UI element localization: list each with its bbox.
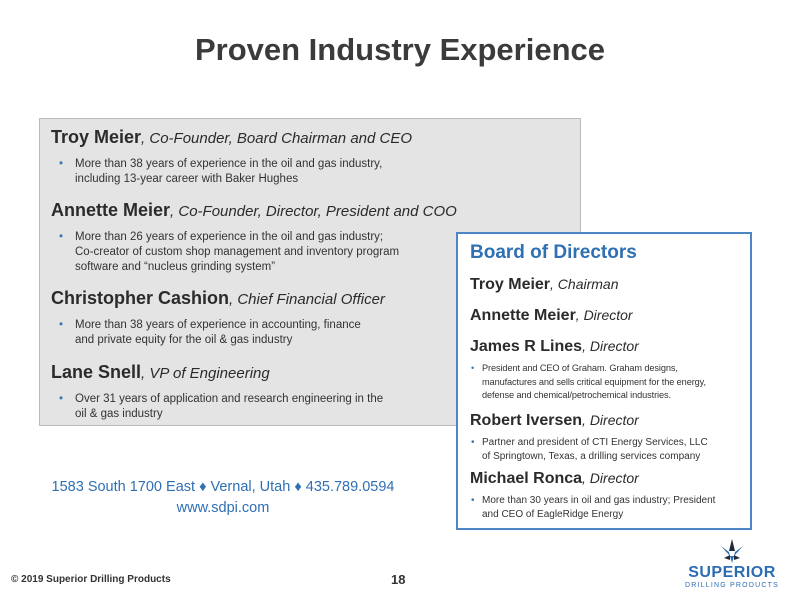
executive-bullet: • Over 31 years of application and resea… <box>51 392 471 422</box>
company-logo: SUPERIOR DRILLING PRODUCTS <box>676 538 788 592</box>
bullet-icon: • <box>59 393 64 405</box>
bullet-icon: • <box>471 363 475 373</box>
board-member: Annette Meier, Director <box>470 307 745 325</box>
board-member-heading: Annette Meier, Director <box>470 307 745 325</box>
board-member-bullet: • Partner and president of CTI Energy Se… <box>470 436 745 463</box>
executive-entry: Lane Snell, VP of Engineering • Over 31 … <box>51 362 471 422</box>
board-member-heading: Michael Ronca, Director <box>470 470 745 488</box>
bullet-line: Over 31 years of application and researc… <box>75 393 384 405</box>
drill-bit-icon <box>721 539 743 563</box>
website-link[interactable]: www.sdpi.com <box>176 500 270 516</box>
bullet-line: including 13-year career with Baker Hugh… <box>75 173 299 185</box>
logo-subtitle-text: DRILLING PRODUCTS <box>685 582 779 589</box>
bullet-line: oil & gas industry <box>75 408 163 420</box>
bullet-line: Partner and president of CTI Energy Serv… <box>482 437 708 448</box>
executive-entry: Annette Meier, Co-Founder, Director, Pre… <box>51 200 471 275</box>
board-of-directors-panel: Board of Directors Troy Meier, Chairman … <box>456 232 752 530</box>
executive-name: Christopher Cashion <box>51 288 230 308</box>
board-member: Troy Meier, Chairman <box>470 276 745 294</box>
board-member-name: James R Lines <box>470 338 583 355</box>
board-member-heading: James R Lines, Director <box>470 338 745 356</box>
slide-title: Proven Industry Experience <box>194 32 606 67</box>
board-member-name: Troy Meier <box>470 276 551 293</box>
board-member-role: , Director <box>582 412 639 428</box>
address-line: 1583 South 1700 East ♦ Vernal, Utah ♦ 43… <box>51 479 395 495</box>
bullet-line: and private equity for the oil & gas ind… <box>75 334 293 346</box>
bullet-line: manufactures and sells critical equipmen… <box>482 376 706 387</box>
executive-role: , Co-Founder, Director, President and CO… <box>170 203 457 220</box>
board-member: Robert Iversen, Director • Partner and p… <box>470 412 745 463</box>
executive-entry: Christopher Cashion, Chief Financial Off… <box>51 288 471 348</box>
executive-heading: Annette Meier, Co-Founder, Director, Pre… <box>51 200 471 221</box>
board-member: Michael Ronca, Director • More than 30 y… <box>470 470 745 521</box>
executive-name: Annette Meier <box>51 200 171 220</box>
copyright-text: © 2019 Superior Drilling Products <box>11 574 171 585</box>
executive-bullet: • More than 26 years of experience in th… <box>51 230 471 275</box>
bullet-icon: • <box>59 158 64 170</box>
executive-role: , Chief Financial Officer <box>229 291 385 308</box>
executive-heading: Christopher Cashion, Chief Financial Off… <box>51 288 471 309</box>
bullet-line: and CEO of EagleRidge Energy <box>482 508 624 520</box>
bullet-icon: • <box>471 495 475 506</box>
bullet-line: Co-creator of custom shop management and… <box>75 246 400 258</box>
bullet-line: software and “nucleus grinding system” <box>75 261 276 273</box>
bullet-icon: • <box>471 437 475 448</box>
board-member-name: Robert Iversen <box>470 412 583 429</box>
bullet-line: More than 38 years of experience in the … <box>75 158 383 170</box>
contact-block: 1583 South 1700 East ♦ Vernal, Utah ♦ 43… <box>0 477 446 519</box>
executive-heading: Lane Snell, VP of Engineering <box>51 362 471 383</box>
bullet-line: of Springtown, Texas, a drilling service… <box>482 450 701 462</box>
page-number: 18 <box>391 572 406 587</box>
executive-role: , Co-Founder, Board Chairman and CEO <box>141 130 413 147</box>
bullet-icon: • <box>59 319 64 331</box>
executive-name: Troy Meier <box>51 127 142 147</box>
bullet-line: More than 30 years in oil and gas indust… <box>482 495 716 506</box>
executive-bullet: • More than 38 years of experience in th… <box>51 157 471 187</box>
board-member: James R Lines, Director • President and … <box>470 338 745 403</box>
executive-heading: Troy Meier, Co-Founder, Board Chairman a… <box>51 127 471 148</box>
board-member-role: , Chairman <box>550 276 619 292</box>
board-member-bullet: • More than 30 years in oil and gas indu… <box>470 494 745 521</box>
bullet-line: More than 38 years of experience in acco… <box>75 319 361 331</box>
board-member-role: , Director <box>582 470 639 486</box>
bullet-icon: • <box>59 231 64 243</box>
bullet-line: defense and chemical/petrochemical indus… <box>482 390 671 400</box>
executive-name: Lane Snell <box>51 362 142 382</box>
executive-role: , VP of Engineering <box>141 365 270 382</box>
board-member-heading: Troy Meier, Chairman <box>470 276 745 294</box>
board-member-name: Annette Meier <box>470 307 576 324</box>
board-member-role: , Director <box>575 307 633 323</box>
board-member-bullet: • President and CEO of Graham. Graham de… <box>470 362 745 403</box>
board-title: Board of Directors <box>470 242 637 263</box>
executive-bullet: • More than 38 years of experience in ac… <box>51 318 471 348</box>
bullet-line: More than 26 years of experience in the … <box>75 231 384 243</box>
bullet-line: President and CEO of Graham. Graham desi… <box>482 363 678 373</box>
board-member-role: , Director <box>582 338 639 354</box>
board-member-name: Michael Ronca <box>470 470 583 487</box>
board-member-heading: Robert Iversen, Director <box>470 412 745 430</box>
executive-entry: Troy Meier, Co-Founder, Board Chairman a… <box>51 127 471 187</box>
logo-brand-text: SUPERIOR <box>688 564 776 581</box>
